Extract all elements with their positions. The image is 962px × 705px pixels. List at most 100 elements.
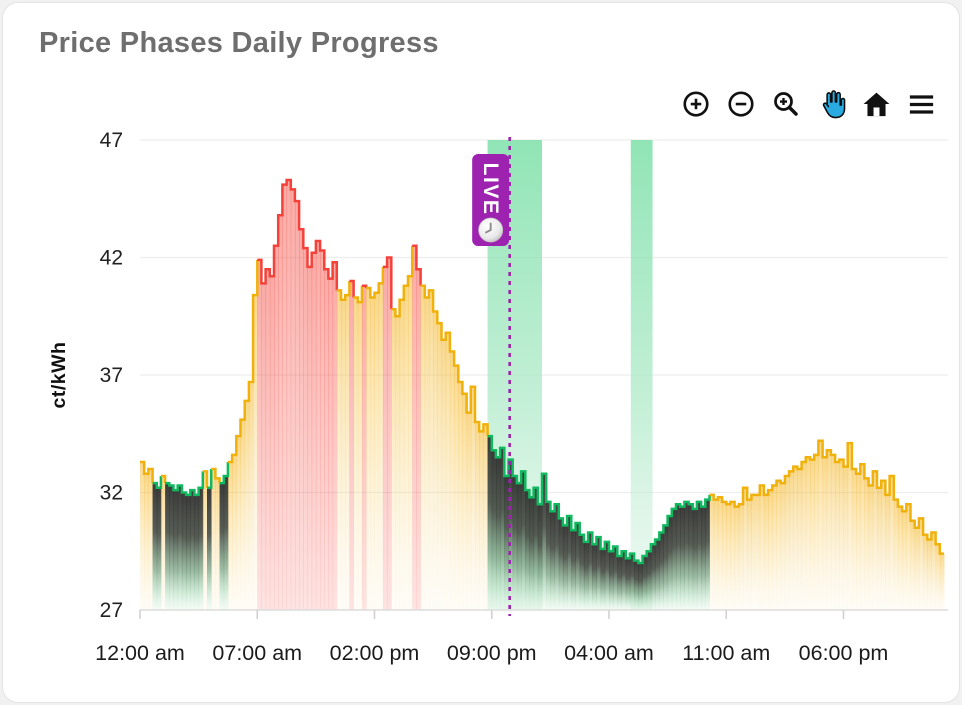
price-column — [814, 454, 819, 610]
cheap-phase-band — [630, 140, 653, 610]
price-column — [215, 478, 221, 610]
price-column — [190, 490, 195, 610]
price-column — [680, 506, 685, 610]
price-column — [646, 551, 652, 610]
price-line-normal — [202, 470, 209, 488]
price-column — [864, 478, 870, 610]
price-column — [663, 525, 669, 610]
price-column — [638, 563, 643, 610]
price-column — [717, 497, 723, 610]
price-column — [902, 511, 907, 610]
y-tick-label: 27 — [100, 599, 123, 622]
price-column — [625, 558, 631, 610]
price-column — [353, 297, 359, 610]
x-tick-label: 02:00 pm — [330, 641, 420, 665]
y-tick-label: 47 — [100, 129, 123, 152]
price-column — [286, 179, 292, 610]
price-column — [198, 487, 204, 610]
price-column — [588, 532, 593, 610]
hand-icon — [816, 89, 847, 120]
price-column — [152, 483, 158, 610]
price-line-normal — [420, 284, 489, 437]
price-column — [160, 476, 166, 610]
price-column — [395, 316, 401, 610]
price-column — [617, 555, 623, 610]
x-tick-label: 04:00 am — [564, 641, 654, 665]
price-column — [801, 461, 807, 610]
price-column — [776, 480, 782, 610]
zoom-out-button[interactable] — [723, 87, 759, 121]
price-column — [454, 365, 459, 610]
price-column — [797, 469, 803, 610]
price-column — [747, 499, 752, 610]
price-column — [810, 459, 815, 610]
price-column — [269, 276, 275, 610]
price-column — [743, 487, 748, 610]
price-column — [751, 494, 761, 610]
price-column — [659, 532, 664, 610]
price-column — [596, 537, 602, 610]
x-tick-label: 09:00 pm — [447, 641, 537, 665]
price-line-normal — [160, 474, 167, 484]
price-line-cheap — [207, 469, 213, 490]
price-line-normal — [227, 259, 259, 464]
price-column — [826, 450, 832, 610]
price-column — [843, 466, 849, 610]
zoom-in-button[interactable] — [678, 87, 714, 121]
price-column — [290, 189, 296, 610]
price-column — [583, 541, 589, 610]
price-column — [546, 501, 551, 610]
page-title: Price Phases Daily Progress — [39, 27, 439, 59]
price-column — [307, 266, 313, 610]
price-column — [839, 459, 844, 610]
price-column — [399, 299, 405, 610]
price-column — [935, 544, 941, 610]
price-column — [650, 544, 656, 610]
price-column — [629, 553, 635, 610]
price-column — [521, 471, 526, 610]
price-column — [738, 504, 744, 610]
price-column — [847, 443, 853, 610]
price-column — [274, 245, 279, 610]
price-column — [374, 292, 380, 610]
price-column — [696, 501, 702, 610]
price-column — [504, 476, 509, 610]
price-column — [219, 483, 225, 610]
price-column — [500, 447, 505, 610]
price-line-cheap — [487, 434, 711, 565]
menu-button[interactable] — [903, 87, 939, 121]
price-column — [240, 419, 246, 610]
price-column — [378, 283, 384, 610]
price-column — [939, 553, 945, 610]
price-column — [294, 201, 300, 610]
reset-button[interactable] — [858, 87, 894, 121]
price-column — [466, 412, 472, 610]
price-column — [571, 530, 576, 610]
price-column — [709, 494, 715, 610]
price-column — [479, 431, 484, 610]
price-column — [412, 245, 417, 610]
price-column — [177, 485, 183, 610]
plot-area[interactable] — [140, 140, 944, 610]
price-column — [194, 494, 200, 610]
price-column — [382, 266, 388, 610]
price-chart[interactable]: 27 32 37 42 47 12:00 am 07:00 am 02:00 pm 09:00 … — [3, 3, 960, 703]
box-zoom-button[interactable] — [768, 87, 804, 121]
price-column — [408, 276, 413, 610]
price-column — [227, 461, 233, 610]
price-column — [265, 269, 271, 610]
price-column — [462, 393, 468, 610]
pan-button[interactable] — [813, 87, 849, 121]
price-line-cheap — [219, 462, 230, 485]
price-column — [872, 471, 878, 610]
price-column — [491, 450, 497, 610]
live-badge: LIVE — [472, 154, 510, 246]
y-axis-title: ct/kWh — [48, 342, 70, 409]
zoom-in-icon — [681, 89, 711, 119]
price-column — [223, 476, 229, 610]
price-column — [278, 215, 283, 610]
x-tick-label: 11:00 am — [682, 641, 770, 665]
price-column — [299, 229, 304, 611]
price-column — [349, 281, 355, 610]
